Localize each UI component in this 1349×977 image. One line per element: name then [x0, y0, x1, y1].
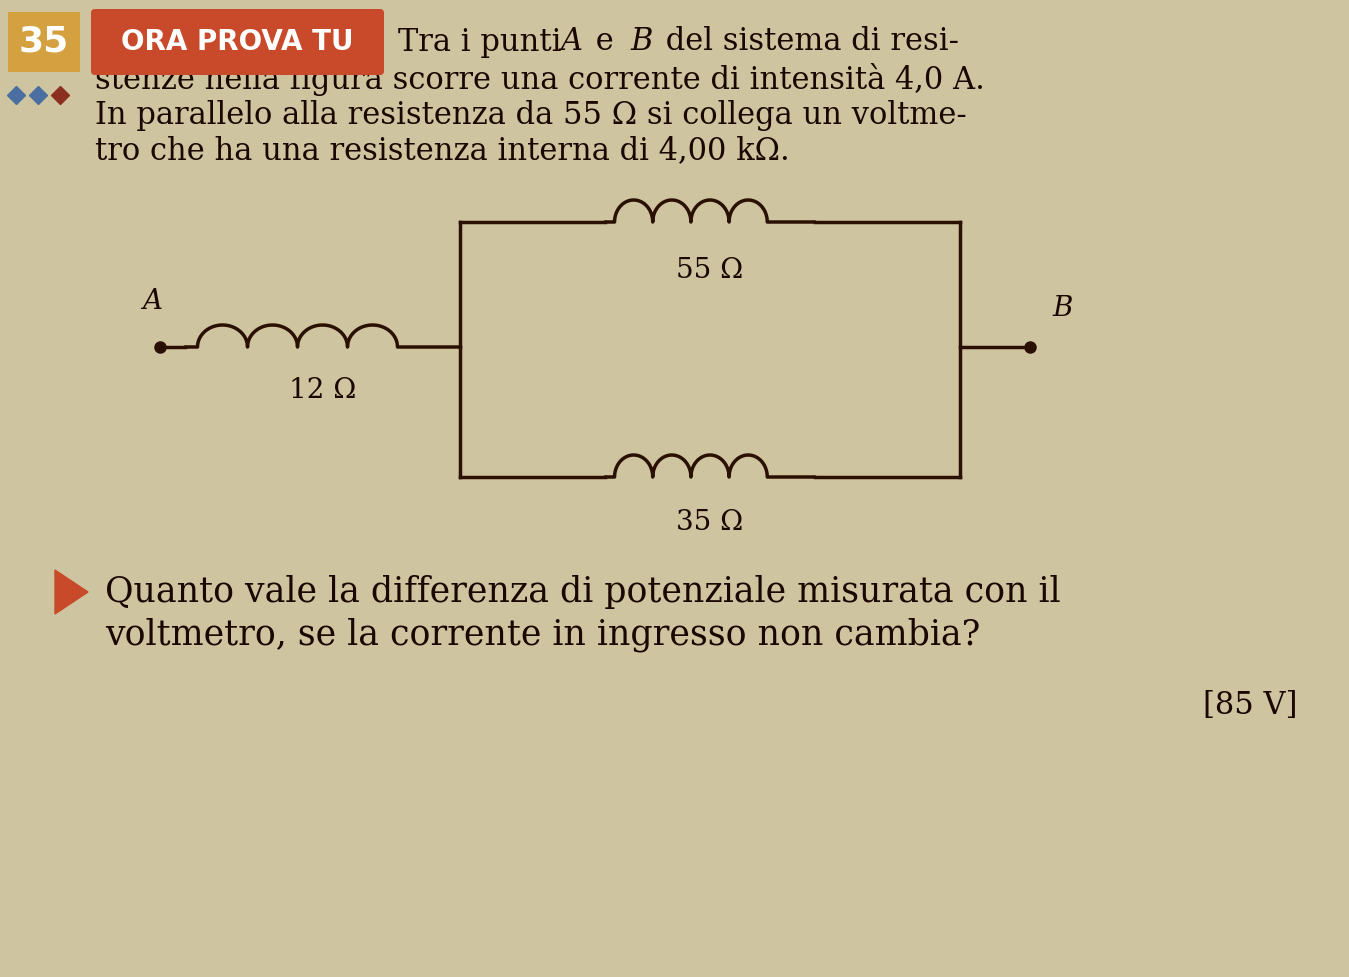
Text: 55 Ω: 55 Ω — [676, 257, 743, 284]
FancyBboxPatch shape — [8, 12, 80, 72]
Text: ORA PROVA TU: ORA PROVA TU — [121, 28, 353, 56]
Text: 35 Ω: 35 Ω — [676, 509, 743, 536]
Text: e: e — [585, 26, 623, 58]
Text: 35: 35 — [19, 25, 69, 59]
FancyBboxPatch shape — [90, 9, 384, 75]
Text: B: B — [630, 26, 653, 58]
Text: In parallelo alla resistenza da 55 Ω si collega un voltme-: In parallelo alla resistenza da 55 Ω si … — [94, 100, 967, 131]
Text: A: A — [560, 26, 581, 58]
Text: del sistema di resi-: del sistema di resi- — [656, 26, 959, 58]
Text: A: A — [142, 288, 162, 315]
Text: Tra i punti: Tra i punti — [398, 26, 571, 58]
Text: [85 V]: [85 V] — [1203, 690, 1298, 720]
Text: stenze nella figura scorre una corrente di intensità 4,0 A.: stenze nella figura scorre una corrente … — [94, 63, 985, 96]
Text: Quanto vale la differenza di potenziale misurata con il: Quanto vale la differenza di potenziale … — [105, 575, 1060, 609]
Text: tro che ha una resistenza interna di 4,00 kΩ.: tro che ha una resistenza interna di 4,0… — [94, 136, 789, 166]
Polygon shape — [55, 570, 88, 614]
Text: B: B — [1052, 295, 1072, 322]
Text: voltmetro, se la corrente in ingresso non cambia?: voltmetro, se la corrente in ingresso no… — [105, 617, 981, 653]
Text: 12 Ω: 12 Ω — [289, 377, 356, 404]
